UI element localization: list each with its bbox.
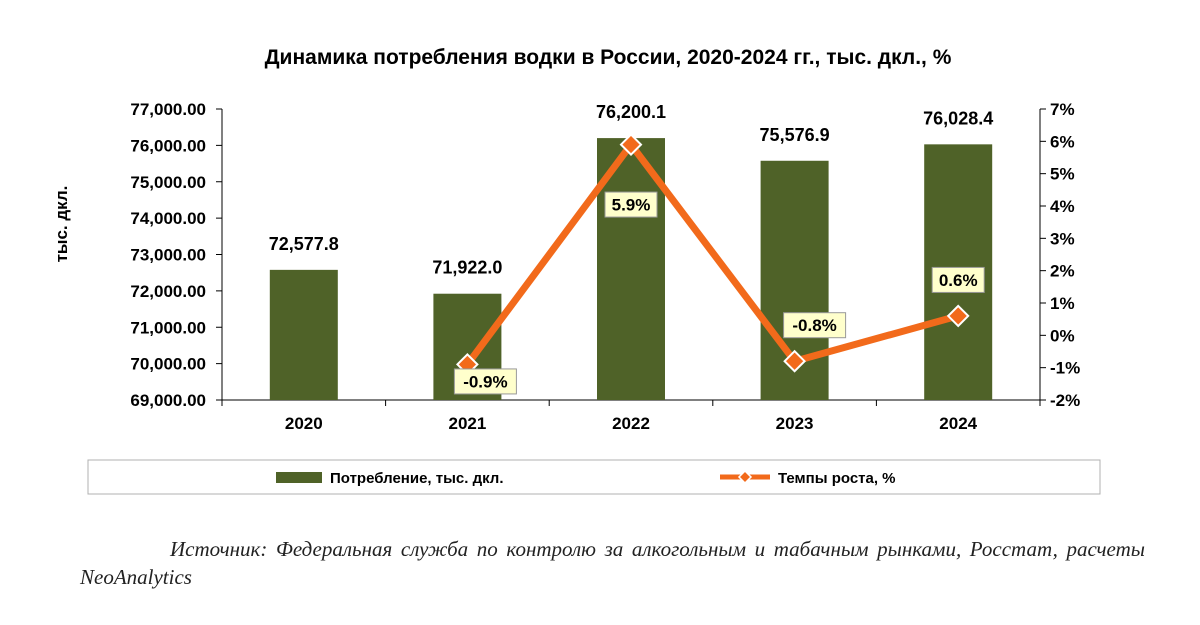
right-tick-label: 7% (1050, 100, 1075, 119)
right-axis-ticks: -2% -1% 0% 1% 2% 3% 4% 5% 6% 7% (1050, 100, 1080, 410)
legend-bar-label: Потребление, тыс. дкл. (330, 470, 504, 487)
right-tick-label: 1% (1050, 294, 1075, 313)
legend-bar-swatch (276, 472, 322, 483)
growth-value-label: -0.8% (792, 316, 836, 335)
bars (269, 138, 993, 400)
right-tick-label: 2% (1050, 262, 1075, 281)
legend-line-label: Темпы роста, % (778, 470, 896, 487)
left-tick-label: 74,000.00 (130, 209, 206, 228)
growth-marker (946, 304, 970, 328)
category-label: 2020 (285, 414, 323, 433)
growth-marker (783, 349, 807, 373)
right-tick-label: 6% (1050, 132, 1075, 151)
left-tick-label: 70,000.00 (130, 355, 206, 374)
legend-box (87, 459, 1101, 495)
bar-value-label: 76,200.1 (596, 102, 666, 122)
growth-label-box (453, 368, 517, 395)
left-tick-label: 77,000.00 (130, 100, 206, 119)
left-axis-ticks: 69,000.00 70,000.00 71,000.00 72,000.00 73,0… (130, 100, 206, 410)
category-labels: 2020 2021 2022 2023 2024 (285, 414, 978, 433)
growth-label-box (931, 266, 985, 293)
bar-value-label: 71,922.0 (432, 258, 502, 278)
right-tick-label: -1% (1050, 359, 1080, 378)
bar-value-label: 72,577.8 (269, 234, 339, 254)
right-tick-label: 0% (1050, 326, 1075, 345)
growth-labels: -0.9% 5.9% -0.8% 0.6% (453, 191, 985, 395)
left-tick-label: 75,000.00 (130, 173, 206, 192)
growth-value-label: -0.9% (463, 372, 507, 391)
bar-2020 (269, 269, 338, 400)
bar-labels: 72,577.8 71,922.0 76,200.1 75,576.9 76,028.4 (269, 102, 993, 278)
right-tick-label: -2% (1050, 391, 1080, 410)
left-tick-label: 72,000.00 (130, 282, 206, 301)
right-tick-label: 3% (1050, 229, 1075, 248)
legend-line-marker (737, 469, 753, 485)
growth-line (464, 141, 960, 367)
chart-title: Динамика потребления водки в России, 202… (265, 46, 952, 69)
left-tick-label: 73,000.00 (130, 246, 206, 265)
category-label: 2021 (448, 414, 486, 433)
source-note: Источник: Федеральная служба по контролю… (80, 537, 1145, 589)
growth-label-box (604, 191, 658, 218)
growth-label-box (783, 312, 847, 339)
bar-value-label: 75,576.9 (760, 125, 830, 145)
bar-2022 (597, 138, 665, 400)
bar-value-label: 76,028.4 (923, 108, 993, 128)
right-tick-label: 5% (1050, 165, 1075, 184)
left-tick-label: 71,000.00 (130, 318, 206, 337)
left-tick-label: 69,000.00 (130, 391, 206, 410)
growth-line-path (464, 141, 960, 367)
category-label: 2023 (776, 414, 814, 433)
right-tick-label: 4% (1050, 197, 1075, 216)
legend: Потребление, тыс. дкл. Темпы роста, % (87, 459, 1101, 495)
category-label: 2024 (939, 414, 977, 433)
category-label: 2022 (612, 414, 650, 433)
growth-value-label: 0.6% (939, 271, 978, 290)
growth-value-label: 5.9% (612, 196, 651, 215)
growth-marker (619, 133, 643, 156)
left-tick-label: 76,000.00 (130, 136, 206, 155)
y-axis-label: тыс. дкл. (52, 186, 71, 263)
